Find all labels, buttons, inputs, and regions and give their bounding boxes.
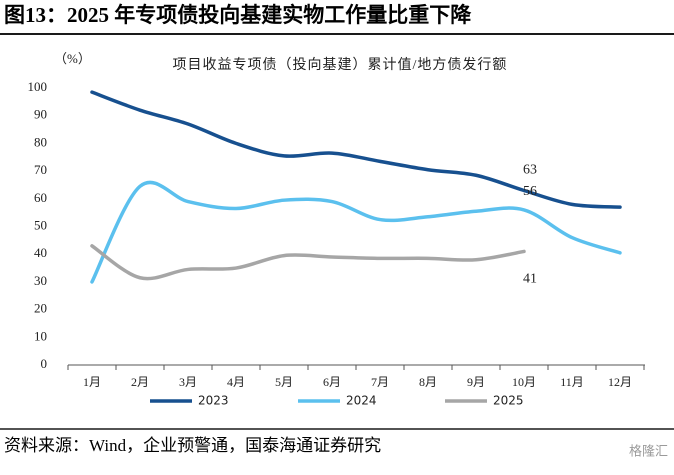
x-tick-label: 4月: [227, 375, 245, 389]
legend-label: 2025: [493, 394, 524, 408]
x-tick-label: 7月: [371, 375, 389, 389]
watermark: 格隆汇: [629, 444, 668, 460]
x-tick-label: 6月: [323, 375, 341, 389]
y-tick-label: 80: [34, 134, 47, 149]
x-tick-label: 5月: [275, 375, 293, 389]
x-tick-label: 9月: [467, 375, 485, 389]
data-label: 63: [523, 163, 537, 178]
series-line: [90, 180, 622, 284]
legend-label: 2023: [198, 394, 229, 408]
x-tick-label: 3月: [179, 375, 197, 389]
series-line: [90, 244, 526, 281]
y-tick-label: 70: [34, 162, 47, 177]
data-label: 56: [523, 184, 537, 199]
x-tick-label: 1月: [83, 375, 101, 389]
x-tick-label: 8月: [419, 375, 437, 389]
source-note: 资料来源：Wind，企业预警通，国泰海通证券研究: [4, 436, 381, 455]
y-tick-label: 100: [28, 79, 48, 94]
x-tick-label: 10月: [512, 375, 536, 389]
y-tick-label: 30: [34, 273, 47, 288]
y-tick-label: 90: [34, 107, 47, 122]
x-tick-label: 2月: [131, 375, 149, 389]
y-unit: （%）: [54, 51, 91, 66]
y-tick-label: 20: [34, 301, 47, 316]
chart-subtitle: 项目收益专项债（投向基建）累计值/地方债发行额: [173, 56, 508, 73]
series-line: [90, 90, 622, 209]
x-tick-label: 12月: [608, 375, 632, 389]
y-tick-label: 0: [41, 356, 48, 371]
y-tick-label: 60: [34, 190, 47, 205]
y-tick-label: 10: [34, 328, 47, 343]
y-tick-label: 40: [34, 245, 47, 260]
chart-title: 图13：2025 年专项债投向基建实物工作量比重下降: [4, 3, 472, 27]
x-tick-label: 11月: [560, 375, 584, 389]
data-label: 41: [523, 272, 537, 287]
y-tick-label: 50: [34, 217, 47, 232]
legend-label: 2024: [346, 394, 377, 408]
